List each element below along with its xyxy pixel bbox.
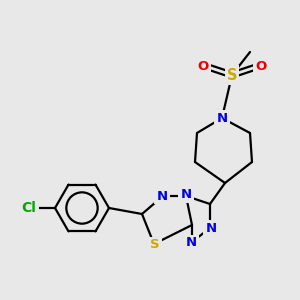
- Text: N: N: [156, 190, 168, 202]
- Text: Cl: Cl: [22, 201, 36, 215]
- Text: O: O: [255, 61, 267, 74]
- Text: O: O: [197, 61, 208, 74]
- Text: N: N: [185, 236, 197, 250]
- Text: N: N: [180, 188, 192, 202]
- Text: N: N: [216, 112, 228, 124]
- Text: N: N: [206, 221, 217, 235]
- Text: S: S: [150, 238, 160, 251]
- Text: S: S: [227, 68, 237, 82]
